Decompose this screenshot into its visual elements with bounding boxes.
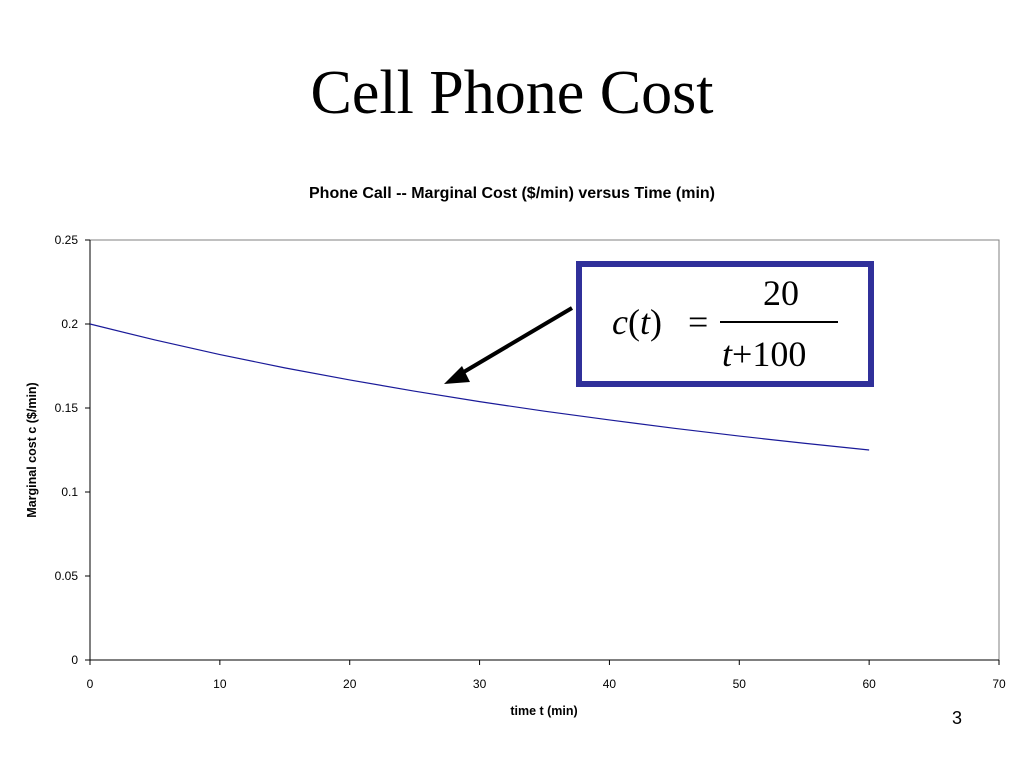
x-tick-label: 60 xyxy=(862,677,876,691)
y-tick-label: 0 xyxy=(71,653,78,667)
axis-ticks: 0 10 20 30 40 50 60 70 0 0.05 0.1 0.15 0.2 0.25 xyxy=(55,233,1006,691)
x-tick-label: 0 xyxy=(87,677,94,691)
marginal-cost-series-line xyxy=(89,323,870,451)
y-tick-label: 0.05 xyxy=(55,569,79,583)
equation-equals: = xyxy=(688,302,708,342)
x-axis-label: time t (min) xyxy=(510,704,577,718)
equation-numerator: 20 xyxy=(763,273,799,313)
y-tick-label: 0.15 xyxy=(55,401,79,415)
y-axis-label: Marginal cost c ($/min) xyxy=(25,382,39,517)
page-number: 3 xyxy=(951,708,962,728)
slide-title: Cell Phone Cost xyxy=(310,59,714,127)
equation-denominator: t+100 xyxy=(722,334,806,374)
x-tick-label: 50 xyxy=(733,677,747,691)
y-tick-label: 0.1 xyxy=(61,485,78,499)
annotation-arrow xyxy=(444,306,574,384)
equation-lhs: c(t) xyxy=(612,302,662,342)
x-tick-label: 70 xyxy=(992,677,1006,691)
x-tick-label: 40 xyxy=(603,677,617,691)
y-tick-label: 0.2 xyxy=(61,317,78,331)
chart-title: Phone Call -- Marginal Cost ($/min) vers… xyxy=(309,185,715,202)
x-tick-label: 30 xyxy=(473,677,487,691)
y-tick-label: 0.25 xyxy=(55,233,79,247)
x-tick-label: 20 xyxy=(343,677,357,691)
equation-box: c(t) = 20 t+100 xyxy=(576,261,874,387)
x-tick-label: 10 xyxy=(213,677,227,691)
